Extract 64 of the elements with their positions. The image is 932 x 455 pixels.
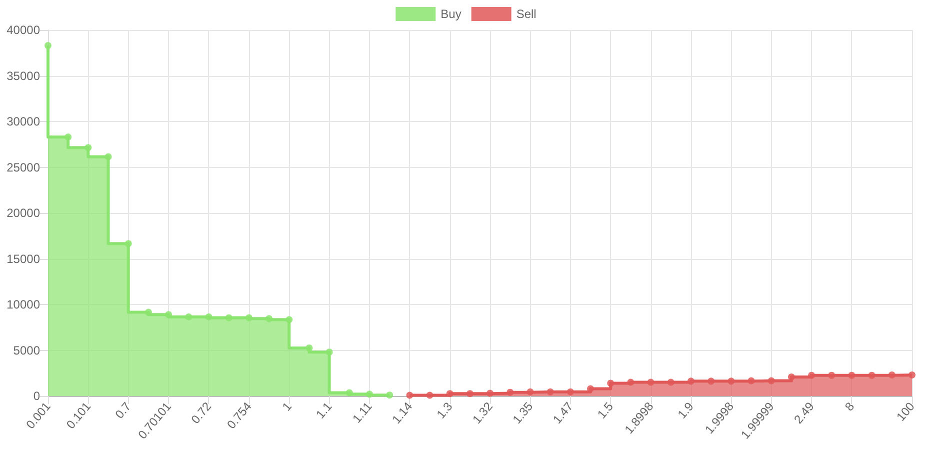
point: [286, 316, 293, 324]
point: [828, 372, 836, 379]
point: [406, 392, 414, 399]
y-tick-label: 25000: [6, 160, 40, 174]
point: [908, 371, 916, 378]
point: [326, 348, 333, 356]
x-tick-label: 1: [279, 399, 295, 414]
point: [526, 388, 534, 396]
y-tick-label: 15000: [6, 252, 40, 266]
point: [888, 371, 896, 378]
point: [687, 378, 694, 385]
y-tick-label: 10000: [6, 298, 40, 312]
point: [346, 389, 353, 396]
point: [84, 144, 92, 152]
point: [587, 385, 594, 392]
point: [647, 378, 654, 386]
y-tick-label: 30000: [6, 114, 40, 128]
point: [64, 134, 72, 141]
x-tick-label: 1.11: [350, 399, 376, 426]
y-tick-label: 20000: [6, 206, 40, 220]
x-tick-label: 100: [894, 399, 918, 424]
point: [546, 388, 554, 396]
legend-label: Sell: [516, 7, 536, 21]
point: [708, 378, 715, 385]
point: [144, 308, 152, 316]
point: [566, 388, 574, 396]
point: [386, 392, 394, 399]
point: [124, 240, 132, 248]
x-tick-label: 1.3: [434, 399, 456, 422]
y-tick-label: 40000: [6, 23, 40, 37]
point: [768, 377, 775, 384]
point: [486, 390, 494, 397]
x-tick-label: 1.5: [594, 399, 616, 422]
point: [44, 42, 52, 50]
point: [728, 378, 735, 385]
point: [748, 377, 755, 384]
point: [205, 313, 212, 320]
point: [366, 390, 373, 398]
point: [788, 373, 795, 380]
point: [667, 378, 674, 386]
point: [104, 153, 112, 160]
point: [627, 378, 634, 386]
legend-label: Buy: [440, 7, 462, 21]
point: [165, 311, 172, 318]
point: [185, 313, 192, 320]
y-tick-label: 5000: [13, 343, 40, 358]
y-tick-label: 0: [33, 389, 40, 403]
x-tick-label: 1.1: [313, 399, 335, 422]
point: [506, 388, 514, 396]
point: [426, 392, 434, 399]
point: [446, 390, 454, 398]
x-tick-label: 8: [842, 399, 858, 414]
point: [848, 372, 856, 379]
point: [466, 390, 474, 398]
point: [607, 380, 614, 387]
point: [245, 314, 252, 322]
point: [808, 372, 816, 379]
x-tick-label: 1.9: [674, 399, 697, 422]
point: [225, 314, 232, 322]
y-tick-label: 35000: [6, 68, 40, 83]
point: [868, 372, 876, 379]
x-tick-label: 0.7: [112, 399, 134, 422]
point: [266, 315, 273, 322]
point: [306, 344, 313, 352]
